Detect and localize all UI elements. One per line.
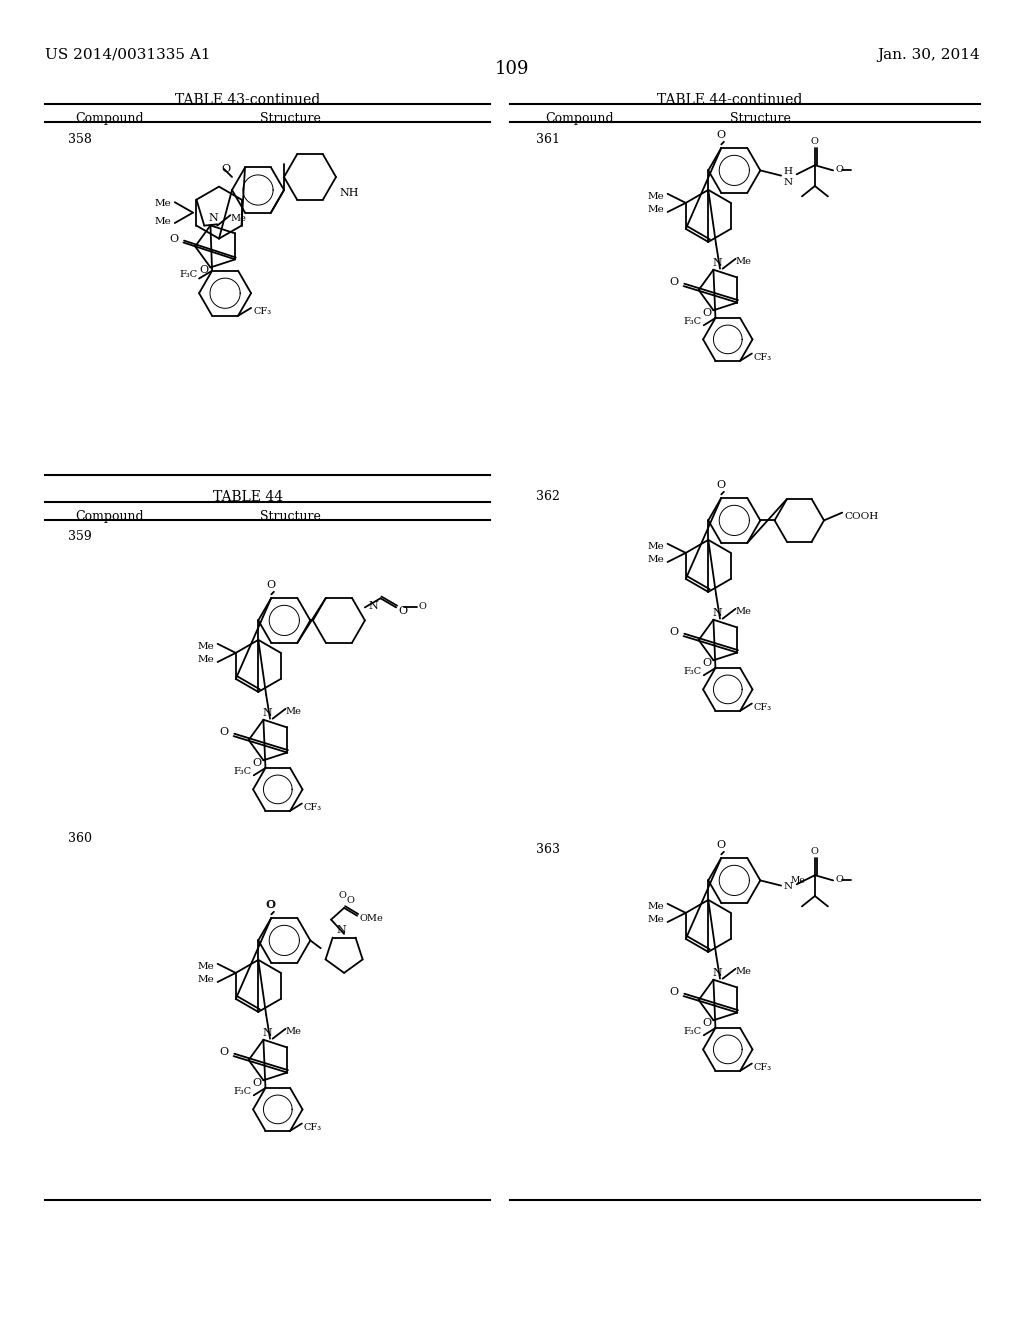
Text: CF₃: CF₃ — [754, 1063, 772, 1072]
Text: O: O — [670, 627, 678, 638]
Text: O: O — [670, 277, 678, 288]
Text: COOH: COOH — [844, 512, 879, 521]
Text: CF₃: CF₃ — [253, 308, 271, 317]
Text: 362: 362 — [536, 490, 560, 503]
Text: O: O — [702, 657, 712, 668]
Text: O: O — [811, 137, 819, 145]
Text: Structure: Structure — [259, 510, 321, 523]
Text: O: O — [836, 165, 843, 174]
Text: Structure: Structure — [259, 112, 321, 125]
Text: N: N — [712, 607, 722, 618]
Text: F₃C: F₃C — [233, 1086, 252, 1096]
Text: TABLE 43-continued: TABLE 43-continued — [175, 92, 321, 107]
Text: N: N — [262, 1028, 271, 1038]
Text: Me: Me — [198, 655, 214, 664]
Text: O: O — [717, 480, 726, 491]
Text: 109: 109 — [495, 59, 529, 78]
Text: O: O — [398, 606, 408, 616]
Text: Me: Me — [286, 1027, 301, 1036]
Text: Me: Me — [647, 541, 665, 550]
Text: CF₃: CF₃ — [754, 704, 772, 711]
Text: Structure: Structure — [729, 112, 791, 125]
Text: Me: Me — [155, 216, 171, 226]
Text: TABLE 44-continued: TABLE 44-continued — [657, 92, 803, 107]
Text: Me: Me — [198, 642, 214, 651]
Text: F₃C: F₃C — [179, 271, 197, 279]
Text: Me: Me — [198, 975, 214, 985]
Text: Compound: Compound — [76, 112, 144, 125]
Text: TABLE 44: TABLE 44 — [213, 490, 283, 504]
Text: O: O — [253, 1078, 261, 1088]
Text: Me: Me — [647, 556, 665, 564]
Text: N: N — [262, 708, 271, 718]
Text: F₃C: F₃C — [684, 317, 701, 326]
Text: Me: Me — [647, 915, 665, 924]
Text: Me: Me — [286, 706, 301, 715]
Text: O: O — [717, 841, 726, 850]
Text: O: O — [339, 891, 347, 900]
Text: O: O — [266, 581, 275, 590]
Text: F₃C: F₃C — [233, 767, 252, 776]
Text: 360: 360 — [68, 832, 92, 845]
Text: F₃C: F₃C — [684, 667, 701, 676]
Text: OMe: OMe — [359, 915, 383, 923]
Text: O: O — [266, 900, 275, 911]
Text: 358: 358 — [68, 133, 92, 147]
Text: F₃C: F₃C — [684, 1027, 701, 1036]
Text: Me: Me — [647, 206, 665, 214]
Text: Me: Me — [735, 966, 752, 975]
Text: O: O — [219, 727, 228, 737]
Text: 359: 359 — [69, 531, 92, 543]
Text: O: O — [419, 602, 427, 611]
Text: O: O — [265, 900, 274, 911]
Text: Me: Me — [198, 961, 214, 970]
Text: N: N — [369, 601, 379, 611]
Text: O: O — [347, 896, 354, 906]
Text: O: O — [200, 265, 209, 275]
Text: N: N — [712, 968, 722, 978]
Text: O: O — [836, 875, 843, 883]
Text: CF₃: CF₃ — [754, 352, 772, 362]
Text: O: O — [702, 308, 712, 318]
Text: N: N — [712, 257, 722, 268]
Text: NH: NH — [339, 187, 358, 198]
Text: Me: Me — [735, 607, 752, 615]
Text: Compound: Compound — [76, 510, 144, 523]
Text: O: O — [221, 164, 230, 174]
Text: N: N — [337, 925, 346, 935]
Text: Jan. 30, 2014: Jan. 30, 2014 — [878, 48, 980, 62]
Text: O: O — [169, 234, 178, 244]
Text: CF₃: CF₃ — [304, 803, 322, 812]
Text: O: O — [811, 846, 819, 855]
Text: Me: Me — [230, 214, 246, 223]
Text: Compound: Compound — [546, 112, 614, 125]
Text: O: O — [717, 131, 726, 140]
Text: N: N — [209, 213, 218, 223]
Text: Me: Me — [735, 256, 752, 265]
Text: 363: 363 — [536, 843, 560, 855]
Text: H
N: H N — [783, 168, 793, 186]
Text: Me: Me — [647, 902, 665, 911]
Text: CF₃: CF₃ — [304, 1123, 322, 1133]
Text: 361: 361 — [536, 133, 560, 147]
Text: Me: Me — [791, 876, 806, 884]
Text: O: O — [253, 758, 261, 768]
Text: Me: Me — [647, 191, 665, 201]
Text: Me: Me — [155, 199, 171, 209]
Text: O: O — [670, 987, 678, 997]
Text: O: O — [219, 1047, 228, 1057]
Text: N: N — [783, 882, 793, 891]
Text: US 2014/0031335 A1: US 2014/0031335 A1 — [45, 48, 211, 62]
Text: O: O — [702, 1018, 712, 1028]
